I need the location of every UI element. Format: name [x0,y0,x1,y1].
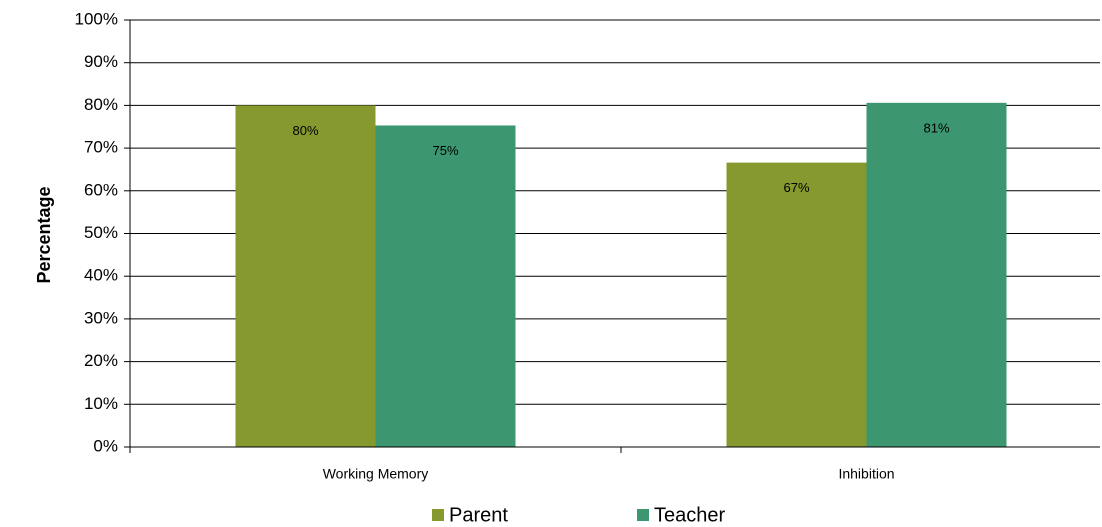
y-tick-label: 80% [84,95,118,114]
value-label: 80% [292,123,318,138]
y-tick-label: 100% [75,9,118,28]
legend-swatch [637,509,649,521]
value-label: 67% [783,180,809,195]
value-label: 75% [432,143,458,158]
legend-label: Parent [449,504,508,526]
y-tick-label: 70% [84,138,118,157]
bar [866,102,1007,447]
legend-swatch [432,509,444,521]
value-label: 81% [923,120,949,135]
bar [235,105,376,448]
y-tick-label: 20% [84,351,118,370]
y-tick-label: 30% [84,308,118,327]
y-tick-label: 0% [93,436,118,455]
bar [375,125,516,448]
y-tick-label: 50% [84,223,118,242]
y-tick-label: 90% [84,52,118,71]
x-tick-label: Working Memory [323,466,429,482]
legend-label: Teacher [654,504,725,526]
bar [726,162,867,448]
x-tick-label: Inhibition [838,466,894,482]
y-axis-label: Percentage [34,186,54,283]
y-tick-label: 40% [84,266,118,285]
y-tick-label: 60% [84,180,118,199]
y-tick-label: 10% [84,394,118,413]
